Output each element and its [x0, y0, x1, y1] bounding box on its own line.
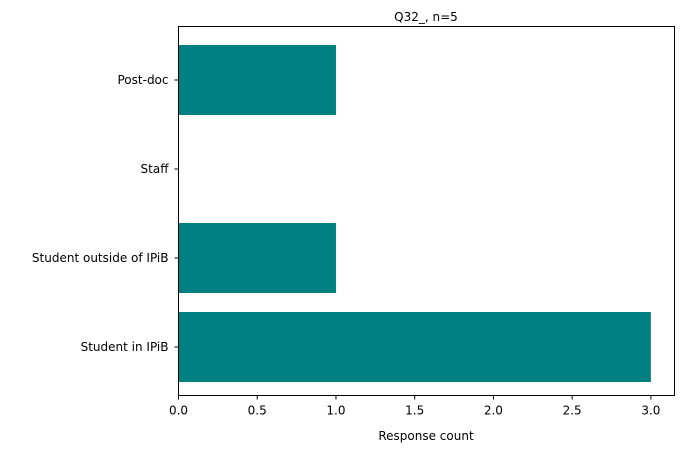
x-axis-label: Response count: [378, 429, 474, 443]
y-tick-label: Post-doc: [118, 73, 169, 87]
x-tick-label: 0.5: [248, 404, 267, 418]
y-tick-label: Student outside of IPiB: [32, 251, 169, 265]
y-tick-label: Student in IPiB: [81, 340, 169, 354]
bar-post-doc: [178, 45, 336, 115]
plot-area-frame: [178, 26, 675, 396]
x-axis: 0.0 0.5 1.0 1.5 2.0 2.5 3.0: [169, 395, 660, 418]
x-tick-label: 2.0: [484, 404, 503, 418]
x-tick-label: 0.0: [169, 404, 188, 418]
bar-student-outside-of-ipib: [178, 223, 336, 293]
x-tick-label: 1.5: [405, 404, 424, 418]
bar-student-in-ipib: [178, 312, 651, 382]
x-tick-label: 1.0: [326, 404, 345, 418]
chart-title: Q32_, n=5: [394, 10, 458, 24]
bars: [178, 45, 651, 382]
y-axis: Student in IPiB Student outside of IPiB St…: [32, 73, 179, 354]
x-tick-label: 3.0: [641, 404, 660, 418]
y-tick-label: Staff: [141, 162, 170, 176]
x-tick-label: 2.5: [563, 404, 582, 418]
